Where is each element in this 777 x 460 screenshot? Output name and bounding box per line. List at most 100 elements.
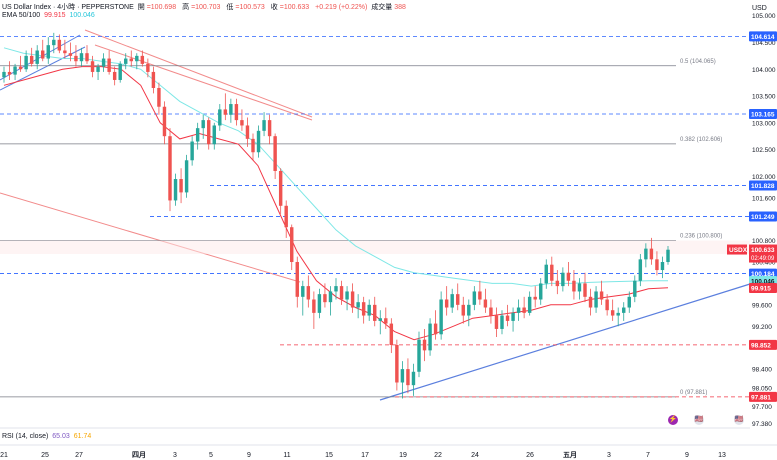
- candle: [622, 302, 626, 321]
- candle: [162, 101, 167, 145]
- candle-body: [96, 66, 100, 72]
- y-tick-label: 102.000: [752, 174, 776, 181]
- candle-body: [638, 259, 643, 281]
- candle-body: [594, 291, 598, 308]
- candle-body: [660, 262, 665, 271]
- level-badge-101.828: 101.828: [749, 180, 777, 191]
- candle-body: [505, 315, 510, 321]
- us-flag-event-icon[interactable]: 🇺🇸: [694, 415, 704, 425]
- rsi-label[interactable]: RSI (14, close): [2, 433, 49, 440]
- ema-label[interactable]: EMA 50/100: [2, 12, 41, 19]
- y-tick-label: 105.000: [752, 13, 776, 20]
- x-tick-label: 15: [325, 452, 333, 459]
- y-tick-label: 97.700: [752, 404, 772, 411]
- candle: [212, 122, 216, 150]
- candle-body: [184, 160, 189, 193]
- candle: [41, 39, 45, 62]
- candle-body: [577, 283, 582, 292]
- x-tick-label: 27: [75, 452, 83, 459]
- trend-line-red-long: [0, 192, 301, 283]
- candle: [378, 310, 382, 335]
- candle-body: [46, 45, 50, 59]
- symbol-badge: USDX: [727, 244, 748, 255]
- candle-body: [539, 283, 543, 300]
- change-value: +0.219 (+0.22%): [315, 4, 368, 11]
- candle-body: [422, 339, 427, 351]
- y-tick-label: 98.050: [752, 385, 772, 392]
- symbol-title[interactable]: US Dollar Index · 4小時 · PEPPERSTONE: [2, 4, 134, 11]
- us-flag-event-icon-2[interactable]: 🇺🇸: [734, 415, 744, 425]
- candle-body: [35, 50, 39, 64]
- candle-body: [456, 294, 460, 305]
- candle: [345, 286, 349, 311]
- candle: [666, 245, 670, 265]
- bolt-icon[interactable]: ⚡: [668, 415, 678, 425]
- candle: [317, 288, 322, 319]
- y-tick-label: 103.000: [752, 120, 776, 127]
- level-badge-103.165-text: 103.165: [751, 111, 775, 118]
- candle: [35, 45, 39, 70]
- x-tick-label: 21: [0, 452, 8, 459]
- candle: [594, 286, 598, 313]
- candle: [483, 288, 488, 313]
- x-tick-label: 5: [209, 452, 213, 459]
- x-tick-label: 五月: [563, 451, 577, 459]
- candle-body: [234, 104, 239, 121]
- candle-body: [395, 345, 399, 383]
- candle-body: [478, 291, 482, 300]
- candle-body: [306, 286, 311, 300]
- candle: [140, 50, 145, 67]
- symbol-badge-text: USDX: [729, 247, 748, 254]
- candle-body: [267, 120, 272, 137]
- candle-body: [124, 58, 128, 64]
- candle-body: [511, 312, 515, 321]
- candle-body: [489, 307, 493, 316]
- candle: [516, 299, 521, 321]
- level-badge-98.852-text: 98.852: [751, 342, 771, 349]
- candle: [68, 42, 73, 62]
- x-tick-label: 25: [41, 452, 49, 459]
- candle: [151, 66, 156, 94]
- y-tick-label: 98.400: [752, 367, 772, 374]
- candle-body: [52, 39, 56, 46]
- candle-body: [666, 249, 670, 263]
- candle: [411, 363, 416, 396]
- y-tick-label: 104.500: [752, 40, 776, 47]
- ema-legend: EMA 50/100 99.915 100.046: [2, 12, 97, 19]
- candle: [527, 291, 532, 316]
- candle: [505, 304, 510, 327]
- candle-body: [101, 58, 106, 67]
- candle-body: [157, 87, 161, 107]
- candle: [96, 63, 100, 80]
- candle: [173, 173, 178, 206]
- level-badge-103.165: 103.165: [749, 108, 777, 119]
- x-tick-label: 3: [173, 452, 177, 459]
- candle: [616, 307, 620, 327]
- candle: [63, 39, 67, 59]
- candle: [135, 53, 139, 70]
- volume-value: 成交量 388: [371, 4, 406, 11]
- x-tick-label: 19: [399, 452, 407, 459]
- level-badge-97.881: 97.881: [749, 391, 777, 402]
- candle-body: [361, 302, 366, 316]
- candle-body: [278, 170, 283, 206]
- current-price-value: 100.633: [751, 247, 775, 254]
- x-tick-label: 11: [283, 452, 290, 459]
- candle: [572, 270, 576, 300]
- level-badge-104.614-bg: [749, 31, 777, 42]
- candle-body: [339, 286, 344, 300]
- candle: [207, 117, 211, 150]
- candle: [428, 318, 432, 356]
- current-price-countdown: 02:49:09: [751, 256, 775, 262]
- candle-body: [284, 205, 288, 228]
- candle-body: [428, 323, 432, 351]
- fib-label-0: 0 (97.881): [680, 390, 707, 396]
- candle: [444, 286, 449, 316]
- candle-body: [544, 264, 548, 284]
- candle: [57, 34, 62, 54]
- low-value: 低 =100.573: [226, 4, 265, 11]
- candle: [550, 256, 554, 287]
- candle: [638, 253, 643, 287]
- candle: [373, 296, 377, 327]
